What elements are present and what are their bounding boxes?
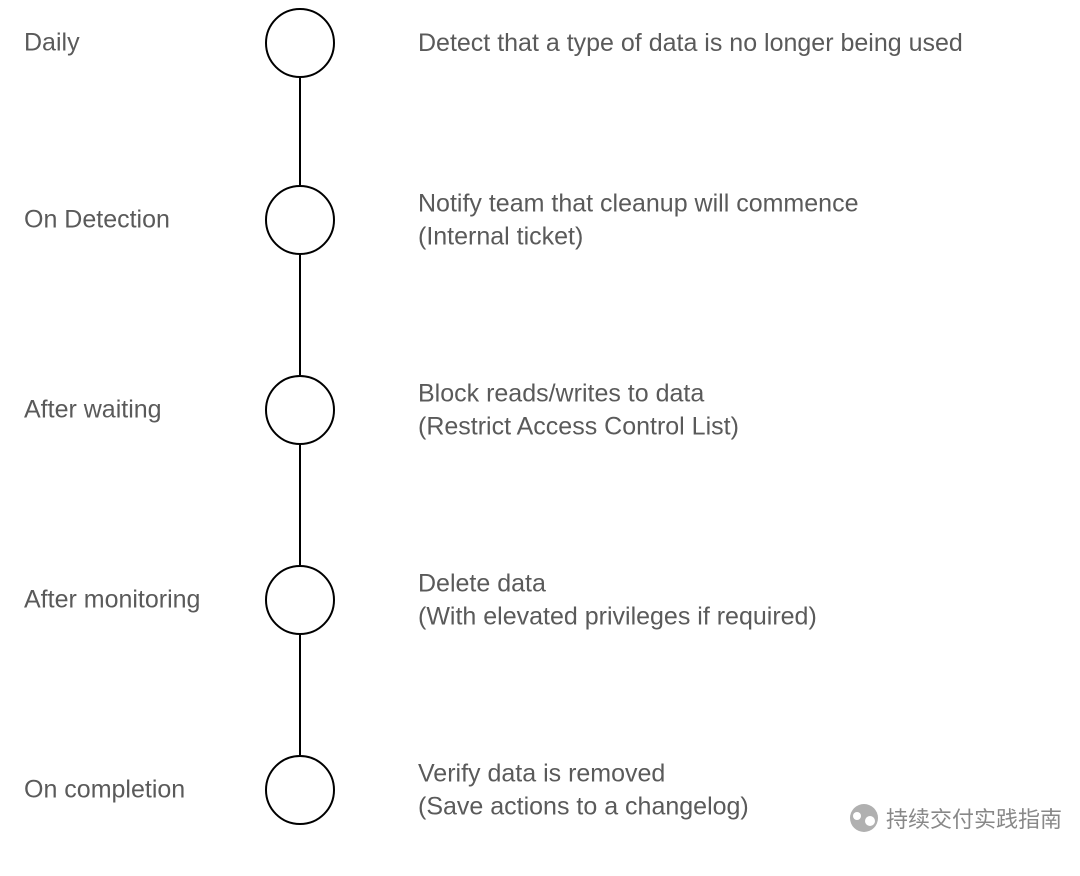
step-trigger-label: After monitoring [24, 586, 200, 615]
wechat-icon [850, 804, 878, 832]
step-trigger-label: After waiting [24, 396, 162, 425]
step-trigger-label: On completion [24, 776, 185, 805]
timeline-connector [299, 255, 302, 375]
watermark-text: 持续交付实践指南 [886, 802, 1062, 834]
timeline-connector [299, 635, 302, 755]
timeline-node-icon [265, 565, 335, 635]
step-trigger-label: On Detection [24, 206, 170, 235]
step-desc-line1: Delete data [418, 568, 817, 601]
watermark: 持续交付实践指南 [850, 802, 1062, 834]
timeline-diagram: Daily Detect that a type of data is no l… [0, 0, 1080, 876]
step-desc-line1: Verify data is removed [418, 758, 749, 791]
timeline-node-icon [265, 185, 335, 255]
step-desc-line2: (With elevated privileges if required) [418, 600, 817, 633]
timeline-node-icon [265, 755, 335, 825]
step-desc-line1: Notify team that cleanup will commence [418, 188, 858, 221]
step-description: Detect that a type of data is no longer … [418, 27, 963, 60]
step-desc-line2: (Internal ticket) [418, 220, 858, 253]
step-desc-line1: Block reads/writes to data [418, 378, 739, 411]
timeline-connector [299, 445, 302, 565]
step-desc-line2: (Save actions to a changelog) [418, 790, 749, 823]
step-description: Delete data (With elevated privileges if… [418, 568, 817, 633]
step-trigger-label: Daily [24, 29, 80, 58]
timeline-step: On Detection Notify team that cleanup wi… [0, 185, 1080, 255]
step-description: Verify data is removed (Save actions to … [418, 758, 749, 823]
timeline-step: After waiting Block reads/writes to data… [0, 375, 1080, 445]
timeline-step: After monitoring Delete data (With eleva… [0, 565, 1080, 635]
timeline-node-icon [265, 375, 335, 445]
timeline-node-icon [265, 8, 335, 78]
timeline-step: Daily Detect that a type of data is no l… [0, 8, 1080, 78]
step-desc-line2: (Restrict Access Control List) [418, 410, 739, 443]
step-description: Notify team that cleanup will commence (… [418, 188, 858, 253]
step-desc-line1: Detect that a type of data is no longer … [418, 27, 963, 60]
timeline-connector [299, 78, 302, 185]
step-description: Block reads/writes to data (Restrict Acc… [418, 378, 739, 443]
